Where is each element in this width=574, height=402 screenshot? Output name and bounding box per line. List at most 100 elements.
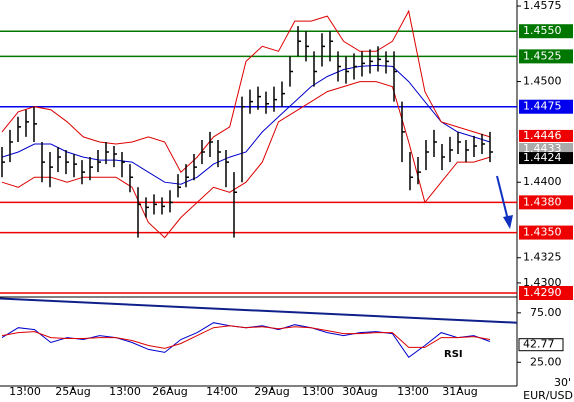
price-bar <box>433 129 437 158</box>
price-bar <box>337 51 341 82</box>
level-label: 1.4380 <box>523 195 562 208</box>
level-box <box>519 24 573 39</box>
price-bar <box>193 154 197 181</box>
x-tick-label: 13:00 <box>397 385 429 398</box>
price-bar <box>97 150 101 173</box>
price-bar <box>137 187 141 238</box>
price-bar <box>393 51 397 102</box>
price-bar <box>281 81 285 107</box>
symbol: EUR/USD <box>523 389 573 402</box>
price-bar <box>81 160 85 185</box>
price-bar <box>321 33 325 67</box>
price-bar <box>249 89 253 114</box>
rsi-tick-label: 25.00 <box>530 355 562 368</box>
x-tick-label: 13:00 <box>302 385 334 398</box>
x-tick-label: 26Aug <box>152 385 187 398</box>
period: 30' <box>554 376 571 389</box>
indicator-line <box>1 81 491 239</box>
x-tick-label: 31Aug <box>442 385 477 398</box>
price-bar <box>417 157 421 185</box>
price-bar <box>225 150 229 188</box>
price-bar <box>385 51 389 74</box>
x-tick-label: 13:00 <box>109 385 141 398</box>
price-marker-label: 1.4433 <box>523 142 562 155</box>
price-bar <box>169 190 173 213</box>
price-bar <box>449 136 453 163</box>
level-label: 1.4350 <box>523 226 562 239</box>
price-bar <box>217 139 221 168</box>
x-tick-label: 25Aug <box>55 385 90 398</box>
price-bar <box>9 129 13 163</box>
price-bar <box>425 139 429 171</box>
y-tick-label: 1.4500 <box>523 75 562 88</box>
price-bar <box>177 174 181 198</box>
y-tick-label: 1.4325 <box>523 251 562 264</box>
rsi-trendline <box>0 297 518 324</box>
y-tick-label: 1.4300 <box>523 276 562 289</box>
rsi-line <box>1 325 491 349</box>
x-tick-label: 29Aug <box>254 385 289 398</box>
y-tick-label: 1.4400 <box>523 175 562 188</box>
price-bar <box>377 46 381 72</box>
price-bar <box>345 56 349 84</box>
price-bar <box>313 51 317 87</box>
price-bar <box>89 157 93 181</box>
price-bar <box>153 194 157 215</box>
price-marker-label: 1.4446 <box>523 129 562 142</box>
rsi-marker-label: 42.77 <box>523 338 555 351</box>
x-tick-label: 13:00 <box>9 385 41 398</box>
x-tick-label: 30Aug <box>342 385 377 398</box>
price-marker <box>519 152 573 165</box>
indicator-line <box>1 64 491 185</box>
price-bar <box>73 154 77 178</box>
price-bar <box>265 91 269 114</box>
rsi-label: RSI <box>444 349 463 360</box>
price-bar <box>481 133 485 155</box>
price-bar <box>25 109 29 137</box>
price-bar <box>105 141 109 165</box>
price-bar <box>113 145 117 168</box>
price-bar <box>185 164 189 188</box>
indicator-line <box>1 9 491 174</box>
x-tick-label: 14:00 <box>206 385 238 398</box>
level-box <box>519 99 573 114</box>
level-label: 1.4475 <box>523 100 562 113</box>
price-bar <box>329 31 333 62</box>
level-box <box>519 225 573 240</box>
price-bar <box>129 164 133 193</box>
price-bar <box>353 53 357 80</box>
level-label: 1.4290 <box>523 286 562 299</box>
rsi-tick-label: 75.00 <box>530 306 562 319</box>
price-marker-label: 1.4424 <box>523 151 562 164</box>
forecast-arrow <box>496 175 509 221</box>
price-bar <box>241 96 245 183</box>
price-bar <box>33 106 37 142</box>
price-bar <box>57 146 61 173</box>
price-bar <box>305 31 309 62</box>
price-bar <box>121 152 125 178</box>
price-bar <box>1 146 5 178</box>
price-bar <box>297 26 301 57</box>
price-bar <box>65 150 69 175</box>
price-bar <box>273 86 277 112</box>
price-bar <box>257 86 261 110</box>
price-bar <box>473 135 477 158</box>
price-bar <box>41 141 45 183</box>
level-label: 1.4525 <box>523 49 562 62</box>
price-bar <box>289 56 293 87</box>
rsi-marker <box>518 338 564 352</box>
price-bar <box>441 143 445 171</box>
price-bar <box>233 172 237 238</box>
price-bar <box>361 51 365 77</box>
price-bar <box>209 131 213 158</box>
y-tick-label: 1.4575 <box>523 0 562 12</box>
price-bar <box>201 139 205 165</box>
price-bar <box>409 152 413 191</box>
price-bar <box>489 131 493 163</box>
price-bar <box>401 101 405 163</box>
price-panel <box>0 9 517 294</box>
arrow-head <box>503 215 513 229</box>
level-box <box>519 49 573 64</box>
